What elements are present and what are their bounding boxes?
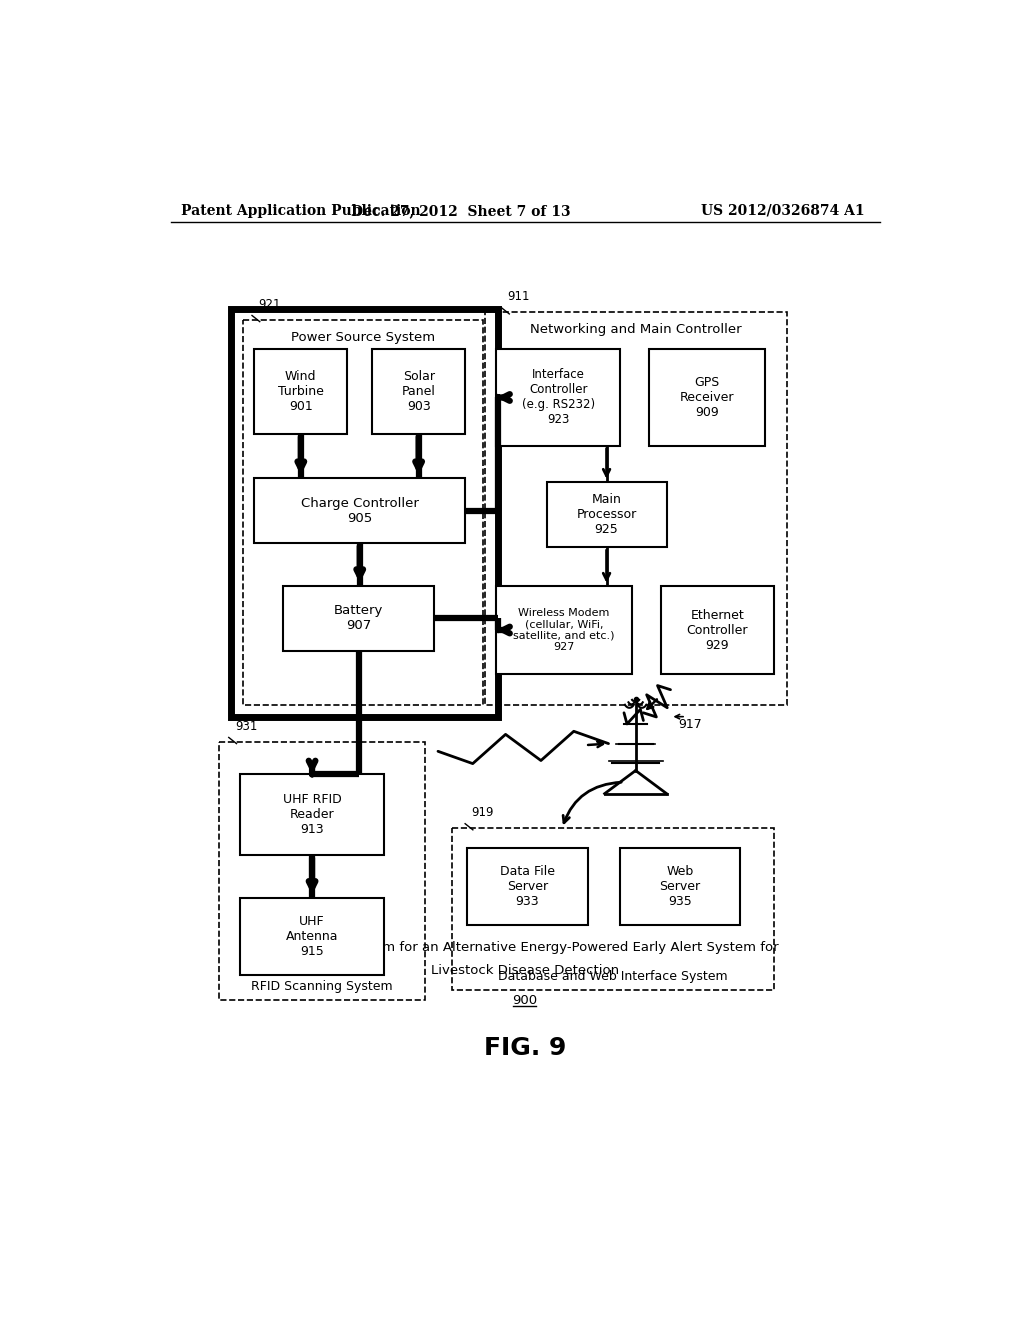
- Bar: [496, 350, 621, 446]
- Text: Wind
Turbine
901: Wind Turbine 901: [278, 370, 324, 413]
- Bar: [241, 898, 384, 974]
- Text: A System Diagram for an Alternative Energy-Powered Early Alert System for: A System Diagram for an Alternative Ener…: [271, 941, 778, 954]
- Text: Web
Server
935: Web Server 935: [659, 865, 700, 908]
- Text: RFID Scanning System: RFID Scanning System: [251, 979, 393, 993]
- Text: Ethernet
Controller
929: Ethernet Controller 929: [687, 609, 749, 652]
- Bar: [649, 350, 765, 446]
- Bar: [467, 847, 588, 924]
- Bar: [452, 829, 773, 990]
- Text: Data File
Server
933: Data File Server 933: [500, 865, 555, 908]
- Text: FIG. 9: FIG. 9: [483, 1036, 566, 1060]
- Text: Interface
Controller
(e.g. RS232)
923: Interface Controller (e.g. RS232) 923: [521, 368, 595, 426]
- Text: Battery
907: Battery 907: [334, 605, 383, 632]
- Text: 919: 919: [471, 807, 494, 818]
- Text: Power Source System: Power Source System: [291, 330, 435, 343]
- Bar: [484, 313, 786, 705]
- Text: 917: 917: [678, 718, 702, 731]
- Text: 900: 900: [512, 994, 538, 1007]
- Bar: [283, 586, 434, 651]
- Bar: [254, 478, 465, 544]
- Text: Main
Processor
925: Main Processor 925: [577, 494, 637, 536]
- Text: Wireless Modem
(cellular, WiFi,
satellite, and etc.)
927: Wireless Modem (cellular, WiFi, satellit…: [513, 607, 614, 652]
- Bar: [231, 309, 499, 717]
- Text: Livestock Disease Detection: Livestock Disease Detection: [431, 964, 618, 977]
- Text: Patent Application Publication: Patent Application Publication: [180, 203, 420, 218]
- Text: 921: 921: [258, 298, 281, 312]
- Bar: [662, 586, 773, 675]
- Text: Charge Controller
905: Charge Controller 905: [301, 496, 419, 524]
- Bar: [621, 847, 740, 924]
- Text: GPS
Receiver
909: GPS Receiver 909: [680, 376, 734, 418]
- Text: Solar
Panel
903: Solar Panel 903: [401, 370, 435, 413]
- Text: 931: 931: [234, 719, 257, 733]
- Bar: [243, 321, 483, 705]
- Bar: [254, 350, 347, 434]
- Text: US 2012/0326874 A1: US 2012/0326874 A1: [700, 203, 864, 218]
- Text: Networking and Main Controller: Networking and Main Controller: [529, 323, 741, 335]
- Bar: [241, 775, 384, 855]
- Text: 911: 911: [508, 290, 530, 304]
- Bar: [219, 742, 425, 1001]
- Text: Database and Web Interface System: Database and Web Interface System: [498, 970, 728, 982]
- Text: Dec. 27, 2012  Sheet 7 of 13: Dec. 27, 2012 Sheet 7 of 13: [351, 203, 571, 218]
- Text: UHF RFID
Reader
913: UHF RFID Reader 913: [283, 793, 341, 837]
- Bar: [496, 586, 632, 675]
- Bar: [547, 482, 667, 548]
- Text: UHF
Antenna
915: UHF Antenna 915: [286, 915, 338, 957]
- Bar: [372, 350, 465, 434]
